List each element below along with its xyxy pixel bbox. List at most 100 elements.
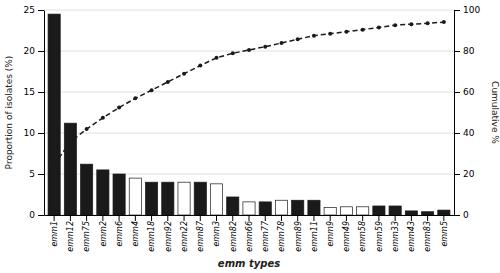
tick-mark: [443, 215, 444, 221]
line-marker: [377, 25, 381, 29]
tick-mark: [70, 215, 71, 221]
bar: [324, 208, 336, 215]
tick-label: emm4: [131, 221, 140, 247]
tick-mark: [346, 215, 347, 221]
tick: emm18: [147, 215, 156, 252]
line-marker: [101, 116, 105, 120]
tick: 80: [454, 46, 475, 56]
tick-mark: [151, 215, 152, 221]
tick-label: emm6: [115, 221, 124, 247]
tick-label: emm11: [310, 221, 319, 252]
tick-label: emm87: [196, 220, 205, 252]
tick-mark: [281, 215, 282, 221]
tick-label: emm2: [99, 221, 108, 247]
bar: [422, 212, 434, 215]
tick-mark: [378, 215, 379, 221]
tick-mark: [184, 215, 185, 221]
tick-label: emm77: [261, 220, 270, 252]
line-marker: [182, 72, 186, 76]
chart: emm1emm12emm75emm2emm6emm4emm18emm92emm2…: [0, 0, 500, 273]
tick-mark: [135, 215, 136, 221]
marks: [48, 14, 450, 215]
tick: emm43: [407, 215, 416, 252]
tick: emm75: [82, 215, 91, 252]
bar: [340, 207, 352, 215]
tick-mark: [38, 51, 44, 52]
tick-mark: [54, 215, 55, 221]
tick-mark: [454, 133, 460, 134]
tick: emm9: [326, 215, 335, 247]
tick: 20: [24, 46, 44, 56]
bar: [210, 184, 222, 215]
tick-mark: [38, 10, 44, 11]
bar: [145, 182, 157, 215]
tick: emm6: [115, 215, 124, 247]
tick-label: emm3: [212, 221, 221, 247]
tick-label: 60: [463, 87, 475, 97]
bar: [129, 178, 141, 215]
bar: [113, 174, 125, 215]
tick: emm82: [229, 215, 238, 252]
tick: 0: [29, 210, 44, 220]
tick-mark: [232, 215, 233, 221]
tick: emm11: [310, 215, 319, 252]
tick-mark: [216, 215, 217, 221]
tick-label: emm22: [180, 221, 189, 252]
tick-label: emm1: [50, 221, 59, 247]
tick-mark: [86, 215, 87, 221]
tick-mark: [119, 215, 120, 221]
line-marker: [198, 64, 202, 68]
bar: [162, 182, 174, 215]
line-marker: [279, 41, 283, 45]
line-marker: [296, 37, 300, 41]
bar: [292, 200, 304, 215]
tick-label: 40: [463, 128, 475, 138]
bar: [97, 170, 109, 215]
bar: [178, 182, 190, 215]
y2-axis-title: Cumulative %: [490, 81, 500, 144]
y-axis: 0510152025: [24, 5, 45, 220]
tick-label: emm59: [375, 221, 384, 252]
line-marker: [328, 32, 332, 36]
tick-mark: [38, 215, 44, 216]
tick-label: 5: [29, 169, 35, 179]
line-marker: [150, 88, 154, 92]
bar: [259, 202, 271, 215]
tick-mark: [200, 215, 201, 221]
tick: emm89: [294, 215, 303, 252]
grid-line: [44, 133, 454, 134]
tick-mark: [454, 92, 460, 93]
grid-line: [44, 92, 454, 93]
tick-label: emm83: [423, 221, 432, 252]
tick-label: emm18: [147, 221, 156, 252]
tick: 0: [454, 210, 469, 220]
bar: [373, 206, 385, 215]
cumulative-line: [54, 22, 444, 165]
line-marker: [409, 22, 413, 26]
tick: emm22: [180, 215, 189, 252]
axis-line: [454, 11, 455, 216]
tick-label: emm58: [358, 221, 367, 252]
tick-mark: [102, 215, 103, 221]
bar: [275, 200, 287, 215]
tick: 5: [29, 169, 44, 179]
tick: emm33: [391, 215, 400, 252]
tick-mark: [249, 215, 250, 221]
tick-mark: [427, 215, 428, 221]
tick-mark: [297, 215, 298, 221]
tick: emm58: [358, 215, 367, 252]
tick-label: emm43: [407, 221, 416, 252]
tick-label: emm49: [342, 221, 351, 252]
tick: 40: [454, 128, 475, 138]
bar: [405, 211, 417, 215]
bar: [389, 206, 401, 215]
tick: emm12: [66, 215, 75, 252]
line-marker: [247, 48, 251, 52]
tick-mark: [362, 215, 363, 221]
tick: 10: [24, 128, 44, 138]
tick-mark: [38, 92, 44, 93]
x-axis: emm1emm12emm75emm2emm6emm4emm18emm92emm2…: [45, 215, 455, 252]
line-marker: [393, 23, 397, 27]
tick-label: emm78: [277, 221, 286, 252]
y2-axis: 020406080100: [454, 5, 480, 220]
